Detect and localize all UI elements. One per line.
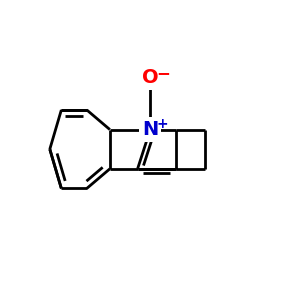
Text: +: + <box>156 117 168 131</box>
Text: N: N <box>142 120 158 139</box>
Text: O: O <box>142 68 159 87</box>
Text: −: − <box>156 64 170 82</box>
